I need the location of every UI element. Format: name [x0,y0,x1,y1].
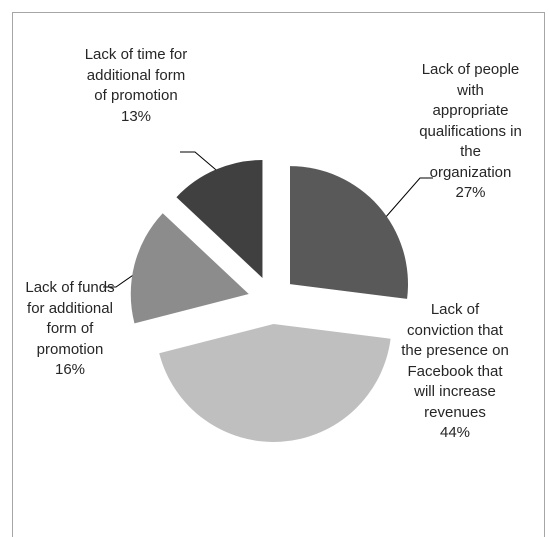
category-label: Lack of conviction that the presence on … [401,301,509,421]
category-label: Lack of funds for additional form of pro… [25,279,115,358]
category-label: Lack of people with appropriate qualific… [419,61,522,181]
value-label: 13% [120,107,152,125]
chart-border [12,12,545,537]
value-label: 16% [54,361,86,378]
slice-label: Lack of people with appropriate qualific… [418,60,523,204]
pie-slice [290,166,409,299]
pie-slice [130,213,249,324]
category-label: Lack of time for additional form of prom… [84,46,188,104]
slice-label: Lack of funds for additional form of pro… [22,278,118,381]
pie-slice [159,323,391,442]
value-label: 44% [439,424,471,441]
leader-line [377,177,433,227]
slice-label: Lack of time for additional form of prom… [80,45,192,127]
slice-label: Lack of conviction that the presence on … [400,300,510,444]
slices [130,159,409,442]
value-label: 27% [455,184,486,201]
pie-slice [176,159,263,278]
